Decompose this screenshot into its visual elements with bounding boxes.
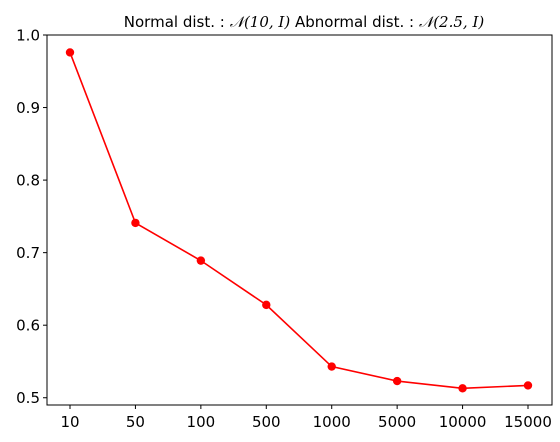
- y-tick-label: 0.8: [16, 172, 40, 190]
- x-tick-label: 1000: [313, 413, 351, 431]
- y-tick-label: 0.6: [16, 317, 40, 335]
- y-tick-label: 0.9: [16, 99, 40, 117]
- series-line: [69, 52, 529, 390]
- x-tick-label: 500: [252, 413, 281, 431]
- series-layer: [65, 48, 533, 393]
- x-tick-label: 5000: [378, 413, 416, 431]
- chart-title-abnormal-dist: 𝒩(2.5, I): [419, 13, 485, 31]
- data-point: [196, 256, 206, 265]
- axes-layer: 0.5 0.6 0.7 0.8 0.9 1.0 10 50 100 500 1000 5000 1000…: [16, 27, 553, 431]
- x-tick-label: 10: [60, 413, 79, 431]
- data-point: [262, 300, 271, 310]
- y-tick-label: 1.0: [16, 27, 40, 45]
- x-tick-label: 50: [126, 413, 145, 431]
- plot-frame: [46, 34, 553, 406]
- chart-title-normal-dist: 𝒩(10, I): [230, 13, 291, 31]
- data-point: [392, 376, 402, 386]
- x-tick-label: 10000: [439, 413, 487, 431]
- data-point: [458, 384, 467, 393]
- chart-title-part-1: Normal dist. :: [124, 13, 230, 31]
- data-point: [523, 381, 533, 390]
- x-tick-label: 100: [187, 413, 216, 431]
- y-tick-label: 0.7: [16, 244, 40, 262]
- data-point: [131, 218, 140, 228]
- chart-title-part-2: Abnormal dist. :: [290, 13, 419, 31]
- x-tick-label: 15000: [504, 413, 552, 431]
- y-tick-label: 0.5: [16, 389, 40, 407]
- chart-title: Normal dist. : 𝒩(10, I) Abnormal dist. :…: [124, 13, 485, 31]
- data-point: [327, 362, 336, 371]
- data-point: [65, 48, 75, 57]
